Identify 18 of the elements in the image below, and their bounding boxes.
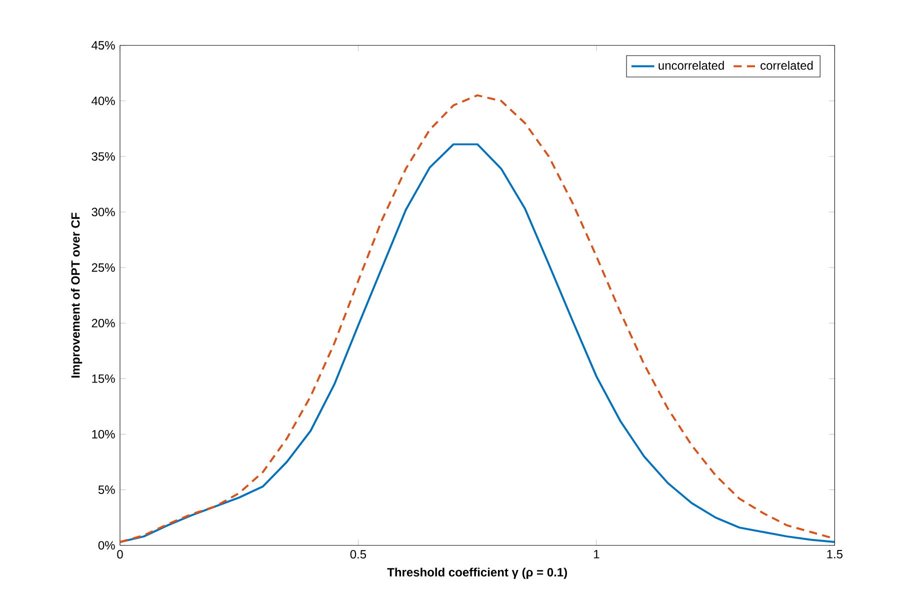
y-tick-label: 15% (92, 374, 115, 383)
y-tick-label: 10% (92, 430, 115, 438)
x-tick-label: 0.5 (350, 550, 366, 559)
y-tick-label: 45% (92, 41, 115, 50)
x-tick-label: 1.5 (827, 550, 843, 558)
legend-label: correlated (760, 60, 813, 70)
y-tick-label: 30% (92, 208, 115, 216)
y-tick-label: 40% (92, 96, 115, 106)
legend-label: uncorrelated (658, 60, 724, 70)
x-tick-label: 1 (594, 550, 600, 558)
x-tick-label: 0 (117, 550, 123, 559)
y-tick-label: 5% (98, 486, 115, 494)
y-tick-label: 0% (98, 541, 115, 550)
y-axis-title: Improvement of OPT over CF (70, 212, 82, 378)
y-tick-label: 20% (92, 318, 115, 328)
y-tick-label: 35% (92, 152, 115, 161)
x-axis-title: Threshold coefficient γ (ρ = 0.1) (387, 568, 567, 579)
y-tick-label: 25% (92, 263, 115, 272)
